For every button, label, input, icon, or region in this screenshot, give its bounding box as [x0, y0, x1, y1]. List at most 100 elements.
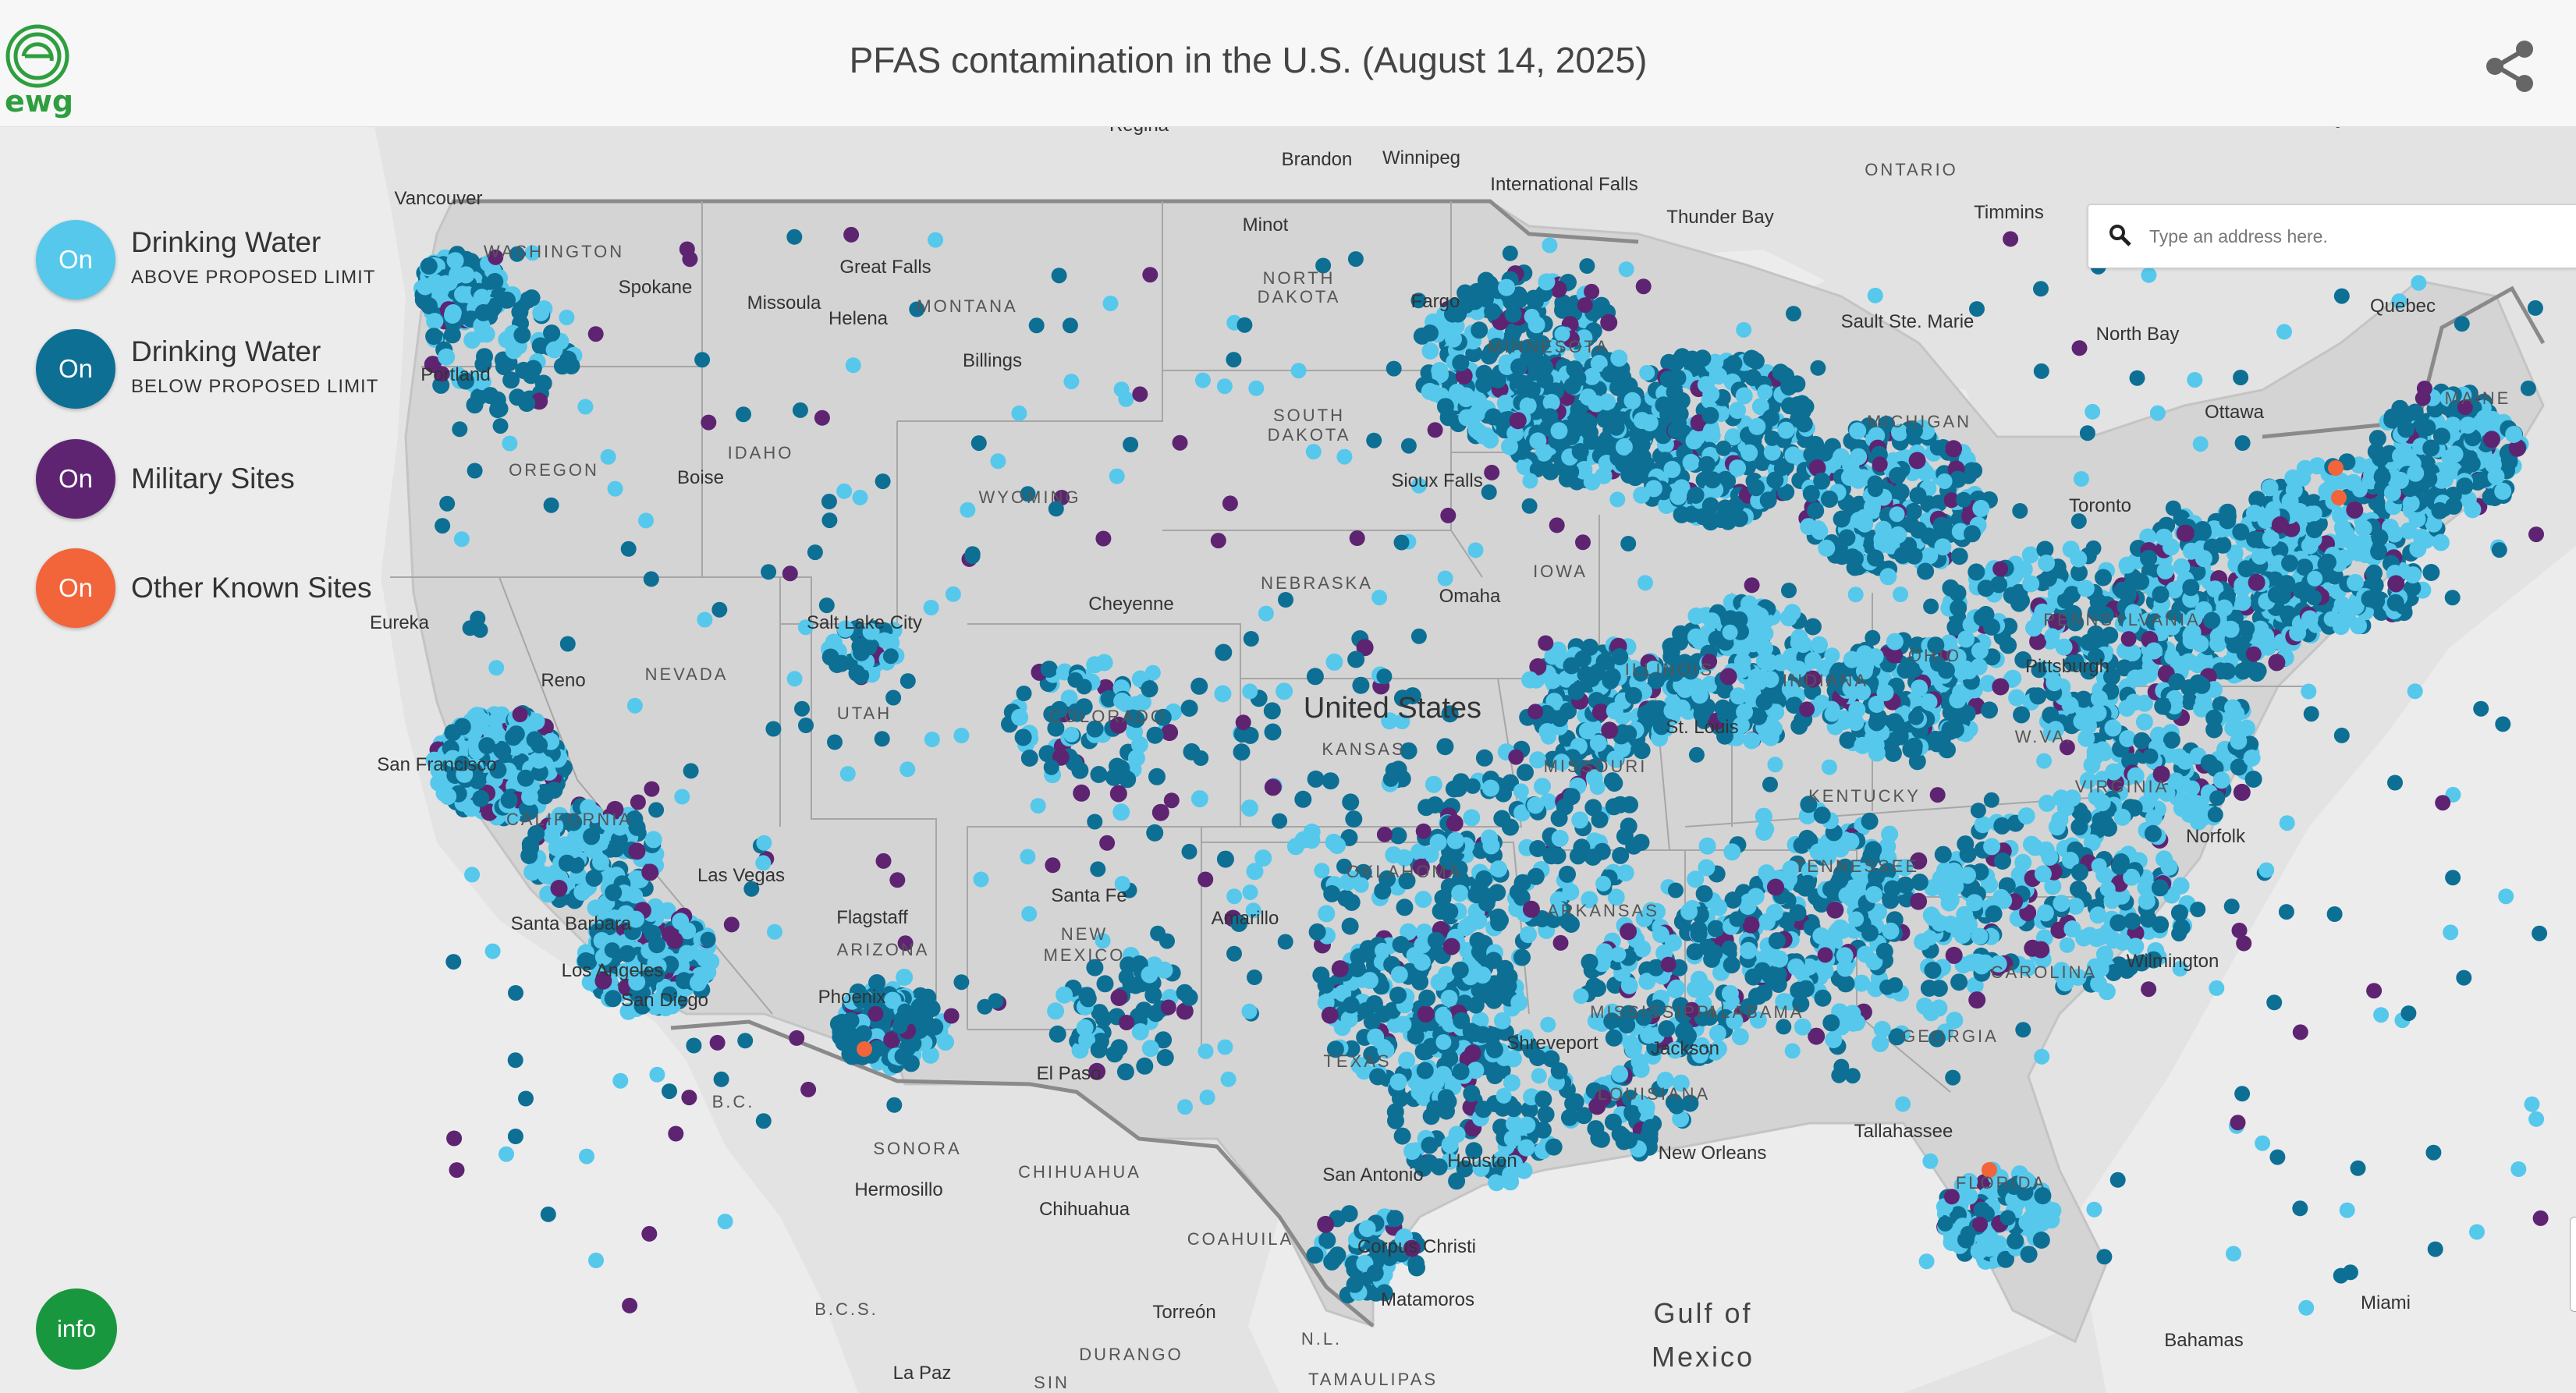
site-marker[interactable]	[1663, 702, 1681, 720]
site-marker[interactable]	[2020, 1246, 2038, 1264]
site-marker[interactable]	[1529, 432, 1547, 450]
site-marker[interactable]	[1701, 497, 1719, 515]
site-marker[interactable]	[1762, 728, 1779, 746]
site-marker[interactable]	[1573, 345, 1591, 363]
site-marker[interactable]	[2422, 564, 2440, 581]
site-marker[interactable]	[477, 325, 495, 343]
site-marker[interactable]	[1475, 749, 1493, 767]
site-marker[interactable]	[1682, 453, 1700, 471]
site-marker[interactable]	[1873, 530, 1891, 548]
site-marker[interactable]	[1366, 1264, 1384, 1282]
site-marker[interactable]	[1972, 499, 1990, 517]
site-marker[interactable]	[1457, 387, 1475, 405]
site-marker[interactable]	[1994, 852, 2011, 870]
site-marker[interactable]	[2089, 704, 2107, 722]
site-marker[interactable]	[1748, 417, 1766, 435]
site-marker[interactable]	[524, 360, 542, 377]
site-marker[interactable]	[2444, 416, 2462, 434]
site-marker[interactable]	[2246, 530, 2264, 548]
site-marker[interactable]	[2070, 881, 2087, 898]
site-marker[interactable]	[530, 764, 548, 782]
site-marker[interactable]	[1465, 345, 1483, 363]
site-marker[interactable]	[1340, 1205, 1358, 1223]
site-marker[interactable]	[556, 836, 574, 854]
site-marker[interactable]	[1669, 369, 1687, 387]
site-marker[interactable]	[1418, 799, 1435, 817]
site-marker[interactable]	[1704, 471, 1722, 489]
site-marker[interactable]	[2193, 676, 2211, 694]
site-marker[interactable]	[1416, 1062, 1434, 1079]
site-marker[interactable]	[1536, 371, 1554, 389]
site-marker[interactable]	[1719, 668, 1737, 686]
site-marker[interactable]	[1408, 1259, 1425, 1277]
site-marker[interactable]	[2425, 515, 2443, 533]
site-marker[interactable]	[1557, 670, 1575, 688]
site-marker[interactable]	[2036, 541, 2054, 558]
site-marker[interactable]	[2162, 538, 2180, 556]
site-marker[interactable]	[641, 863, 659, 881]
site-marker[interactable]	[1146, 726, 1164, 744]
site-marker[interactable]	[1660, 353, 1678, 371]
site-marker[interactable]	[836, 620, 854, 638]
site-marker[interactable]	[545, 341, 563, 359]
site-marker[interactable]	[1421, 382, 1439, 400]
site-marker[interactable]	[2007, 1232, 2024, 1249]
site-marker[interactable]	[1843, 650, 1861, 668]
site-marker[interactable]	[1825, 1031, 1843, 1048]
site-marker[interactable]	[1421, 324, 1439, 342]
site-marker[interactable]	[868, 974, 886, 991]
site-marker[interactable]	[1418, 989, 1436, 1007]
site-marker[interactable]	[1897, 661, 1914, 679]
site-marker[interactable]	[2357, 546, 2375, 564]
site-marker[interactable]	[882, 633, 900, 651]
site-marker[interactable]	[2404, 579, 2422, 597]
site-marker[interactable]	[1554, 294, 1572, 312]
site-marker[interactable]	[1861, 812, 1879, 830]
site-marker[interactable]	[1910, 892, 1928, 910]
site-marker[interactable]	[1736, 703, 1754, 721]
site-marker[interactable]	[518, 395, 536, 413]
site-marker[interactable]	[489, 761, 507, 779]
site-marker[interactable]	[1623, 392, 1641, 409]
site-marker[interactable]	[1740, 941, 1757, 959]
site-marker[interactable]	[2386, 594, 2404, 611]
site-marker[interactable]	[1621, 796, 1638, 813]
site-marker[interactable]	[1571, 443, 1589, 460]
site-marker[interactable]	[1942, 579, 1960, 597]
site-marker[interactable]	[2248, 665, 2266, 682]
site-marker[interactable]	[1878, 416, 1896, 433]
site-marker[interactable]	[1755, 693, 1773, 711]
site-marker[interactable]	[1673, 348, 1691, 366]
site-marker[interactable]	[2195, 523, 2212, 541]
site-marker[interactable]	[1577, 413, 1595, 430]
site-marker[interactable]	[1626, 467, 1644, 485]
site-marker[interactable]	[1867, 549, 1884, 567]
site-marker[interactable]	[1550, 422, 1568, 440]
site-marker[interactable]	[1835, 713, 1853, 730]
site-marker[interactable]	[1932, 516, 1950, 534]
site-marker[interactable]	[1435, 1008, 1453, 1026]
site-marker[interactable]	[1808, 459, 1826, 477]
site-marker[interactable]	[546, 817, 564, 835]
site-marker[interactable]	[607, 840, 625, 858]
site-marker[interactable]	[1992, 678, 2010, 696]
site-marker[interactable]	[1542, 463, 1559, 480]
site-marker[interactable]	[2285, 481, 2303, 499]
site-marker[interactable]	[1573, 838, 1591, 856]
site-marker[interactable]	[2230, 732, 2248, 750]
site-marker[interactable]	[2271, 541, 2289, 559]
site-marker[interactable]	[1772, 654, 1790, 672]
site-marker[interactable]	[1802, 484, 1820, 502]
site-marker[interactable]	[2156, 850, 2173, 868]
site-marker[interactable]	[2472, 471, 2490, 489]
site-marker[interactable]	[1567, 682, 1585, 700]
site-marker[interactable]	[1516, 458, 1534, 476]
site-marker[interactable]	[1569, 370, 1587, 388]
site-marker[interactable]	[1724, 428, 1742, 446]
share-icon[interactable]	[2481, 37, 2539, 95]
site-marker[interactable]	[1952, 683, 1970, 701]
site-marker[interactable]	[1421, 342, 1439, 360]
site-marker[interactable]	[1469, 932, 1487, 949]
site-marker[interactable]	[862, 622, 880, 640]
site-marker[interactable]	[2346, 501, 2364, 519]
